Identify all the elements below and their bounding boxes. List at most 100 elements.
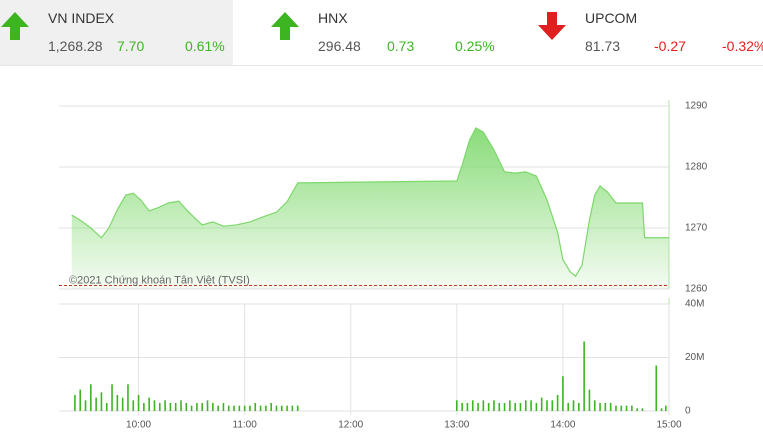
volume-bar xyxy=(509,400,511,411)
index-tile[interactable]: UPCOM 81.73 -0.27 -0.32% xyxy=(537,0,763,65)
volume-bar xyxy=(212,402,214,411)
index-value: 81.73 xyxy=(585,38,621,54)
volume-bar xyxy=(196,402,198,411)
y-tick-label: 1280 xyxy=(685,162,708,173)
volume-bar xyxy=(164,400,166,411)
volume-bar xyxy=(206,400,209,411)
price-area xyxy=(71,127,669,290)
volume-bar xyxy=(249,405,251,411)
volume-bar xyxy=(636,408,638,411)
volume-bar xyxy=(546,400,548,411)
volume-bar xyxy=(238,405,241,411)
volume-bar xyxy=(121,397,124,411)
volume-bar xyxy=(615,405,617,411)
volume-bar xyxy=(572,400,575,411)
price-line xyxy=(71,127,669,278)
volume-bar xyxy=(461,402,463,411)
volume-bar xyxy=(259,405,262,411)
volume-bar xyxy=(599,402,601,411)
index-change: 7.70 xyxy=(117,38,145,54)
volume-bar xyxy=(254,402,257,411)
volume-bar xyxy=(201,402,204,411)
index-name: HNX xyxy=(318,10,348,26)
y-tick-label: 40M xyxy=(685,299,704,310)
volume-bar xyxy=(105,402,108,411)
index-value: 296.48 xyxy=(318,38,361,54)
volume-bar xyxy=(233,405,235,411)
volume-bar xyxy=(95,397,97,411)
volume-bar xyxy=(275,405,278,411)
volume-bar xyxy=(493,400,495,411)
volume-bar xyxy=(551,400,554,411)
volume-bar xyxy=(180,400,182,411)
volume-bar xyxy=(116,394,119,411)
volume-bar xyxy=(471,400,474,411)
volume-bar xyxy=(148,397,150,411)
volume-bar xyxy=(74,394,76,411)
volume-bar xyxy=(578,402,580,411)
volume-bar xyxy=(185,402,188,411)
volume-bar xyxy=(243,405,246,411)
volume-bar xyxy=(562,376,564,411)
volume-bar xyxy=(609,402,612,411)
volume-bar xyxy=(280,405,283,411)
volume-bar xyxy=(456,400,458,411)
volume-bar xyxy=(217,405,219,411)
volume-bar xyxy=(540,397,543,411)
volume-bar xyxy=(132,400,135,411)
volume-bar xyxy=(604,402,607,411)
volume-bar xyxy=(296,405,299,411)
volume-bar xyxy=(665,405,667,411)
volume-bar xyxy=(169,402,172,411)
volume-bar xyxy=(143,402,145,411)
volume-bar xyxy=(137,394,140,411)
volume-bar xyxy=(286,405,288,411)
volume-bar xyxy=(90,384,92,411)
y-tick-label: 20M xyxy=(685,352,704,363)
volume-bar xyxy=(625,405,628,411)
volume-bar xyxy=(588,389,591,411)
index-name: UPCOM xyxy=(585,10,638,26)
x-tick-label: 12:00 xyxy=(338,420,363,431)
volume-bar xyxy=(84,400,87,411)
volume-bar xyxy=(158,402,161,411)
volume-bar xyxy=(530,400,532,411)
volume-bar xyxy=(100,392,103,411)
volume-bar xyxy=(660,408,663,411)
index-percent: -0.32% xyxy=(722,38,763,54)
volume-bar xyxy=(631,405,633,411)
volume-bar xyxy=(620,405,623,411)
volume-bar xyxy=(174,402,177,411)
volume-bar xyxy=(567,402,570,411)
volume-bar xyxy=(190,405,193,411)
index-change: 0.73 xyxy=(387,38,415,54)
x-tick-label: 14:00 xyxy=(550,420,575,431)
index-percent: 0.25% xyxy=(455,38,495,54)
index-value: 1,268.28 xyxy=(48,38,103,54)
watermark: ©2021 Chứng khoán Tân Việt (TVSI) xyxy=(69,274,250,286)
volume-bar xyxy=(466,402,469,411)
index-percent: 0.61% xyxy=(185,38,225,54)
x-tick-label: 15:00 xyxy=(656,420,681,431)
volume-bar xyxy=(227,405,230,411)
volume-bar xyxy=(583,341,585,411)
volume-bar xyxy=(535,402,538,411)
volume-bar xyxy=(127,384,129,411)
y-tick-label: 1270 xyxy=(685,223,708,234)
volume-bar xyxy=(477,402,479,411)
index-name: VN INDEX xyxy=(48,10,115,26)
index-tile[interactable]: HNX 296.48 0.73 0.25% xyxy=(270,0,503,65)
volume-bar xyxy=(655,365,658,411)
volume-bar xyxy=(524,400,527,411)
direction-arrow xyxy=(1,12,29,40)
volume-bar xyxy=(593,400,596,411)
volume-bar xyxy=(270,402,272,411)
volume-bar xyxy=(556,394,559,411)
volume-bar xyxy=(641,408,644,411)
volume-bar xyxy=(153,400,156,411)
volume-bar xyxy=(487,402,490,411)
index-tile[interactable]: VN INDEX 1,268.28 7.70 0.61% xyxy=(0,0,233,65)
volume-bar xyxy=(111,384,113,411)
